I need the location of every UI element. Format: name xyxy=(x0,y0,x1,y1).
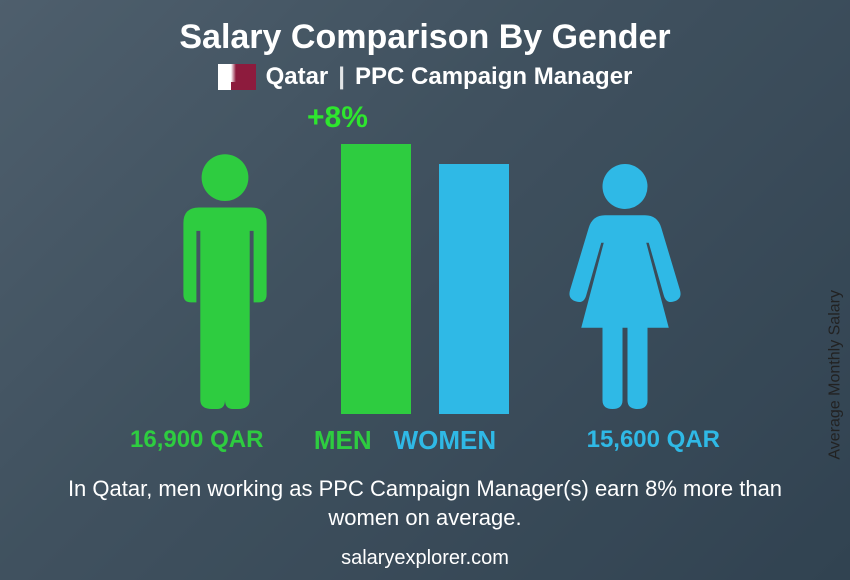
men-salary: 16,900 QAR xyxy=(130,426,263,454)
bar-women xyxy=(439,164,509,414)
page-title: Salary Comparison By Gender xyxy=(179,18,670,57)
bars xyxy=(341,144,509,414)
men-label: MEN xyxy=(314,425,372,456)
women-salary: 15,600 QAR xyxy=(587,426,720,454)
country-label: Qatar xyxy=(266,63,329,91)
axis-label: Average Monthly Salary xyxy=(827,290,845,460)
female-icon xyxy=(560,159,690,414)
footer: salaryexplorer.com xyxy=(341,547,509,570)
labels-row: 16,900 QAR MEN WOMEN 15,600 QAR xyxy=(105,425,745,456)
male-icon xyxy=(160,149,290,414)
women-label: WOMEN xyxy=(394,425,497,456)
flag-icon xyxy=(218,64,256,90)
job-label: PPC Campaign Manager xyxy=(355,63,632,91)
subtitle: Qatar | PPC Campaign Manager xyxy=(218,63,633,91)
description: In Qatar, men working as PPC Campaign Ma… xyxy=(65,474,785,533)
chart: +8% 16,900 QAR MEN WO xyxy=(105,101,745,468)
percent-diff: +8% xyxy=(307,101,368,135)
bar-men xyxy=(341,144,411,414)
separator: | xyxy=(338,63,345,91)
